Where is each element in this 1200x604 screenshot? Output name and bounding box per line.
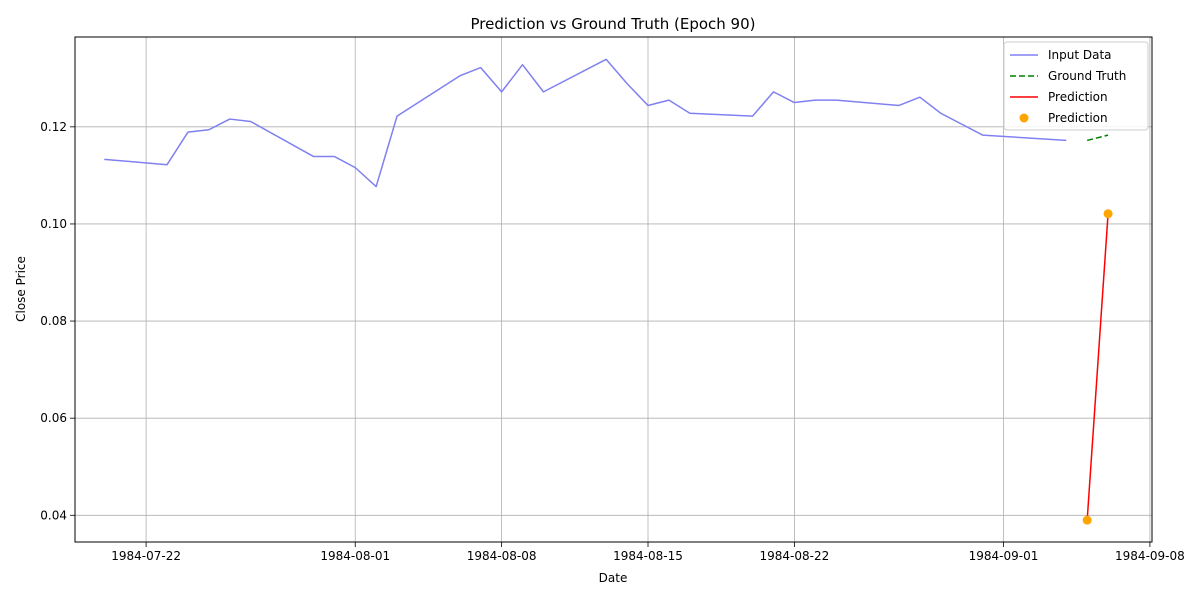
plot-area-frame <box>74 36 1153 543</box>
x-tick-label: 1984-08-15 <box>613 549 683 563</box>
x-axis-label: Date <box>599 571 628 585</box>
y-tick-label: 0.06 <box>40 411 67 425</box>
y-tick-label: 0.08 <box>40 314 67 328</box>
legend-label: Prediction <box>1048 90 1108 104</box>
chart-title: Prediction vs Ground Truth (Epoch 90) <box>471 15 756 33</box>
y-tick-label: 0.12 <box>40 120 67 134</box>
legend-label: Input Data <box>1048 48 1112 62</box>
legend-label: Ground Truth <box>1048 69 1126 83</box>
y-tick-label: 0.10 <box>40 217 67 231</box>
y-axis-label: Close Price <box>14 256 28 322</box>
y-tick-label: 0.04 <box>40 508 67 522</box>
scatter-point-prediction <box>1103 209 1113 219</box>
legend-box <box>1003 41 1149 131</box>
x-tick-label: 1984-08-01 <box>320 549 390 563</box>
scatter-point-prediction <box>1082 515 1092 525</box>
x-tick-label: 1984-09-01 <box>969 549 1039 563</box>
x-tick-label: 1984-09-08 <box>1115 549 1185 563</box>
legend-label: Prediction <box>1048 111 1108 125</box>
series-line-ground-truth <box>1086 134 1109 142</box>
legend: Input Data Ground Truth Prediction Predicti… <box>1003 41 1149 131</box>
axis-layer: 1984-07-22 1984-08-01 1984-08-08 1984-08-15… <box>40 120 1185 563</box>
series-line-prediction <box>1086 213 1109 521</box>
series-line-input-data <box>104 58 1067 188</box>
series-layer <box>104 58 1113 525</box>
grid-layer <box>75 37 1152 542</box>
x-tick-label: 1984-08-08 <box>467 549 537 563</box>
x-tick-label: 1984-08-22 <box>760 549 830 563</box>
x-tick-label: 1984-07-22 <box>111 549 181 563</box>
legend-marker-prediction <box>1019 113 1029 123</box>
